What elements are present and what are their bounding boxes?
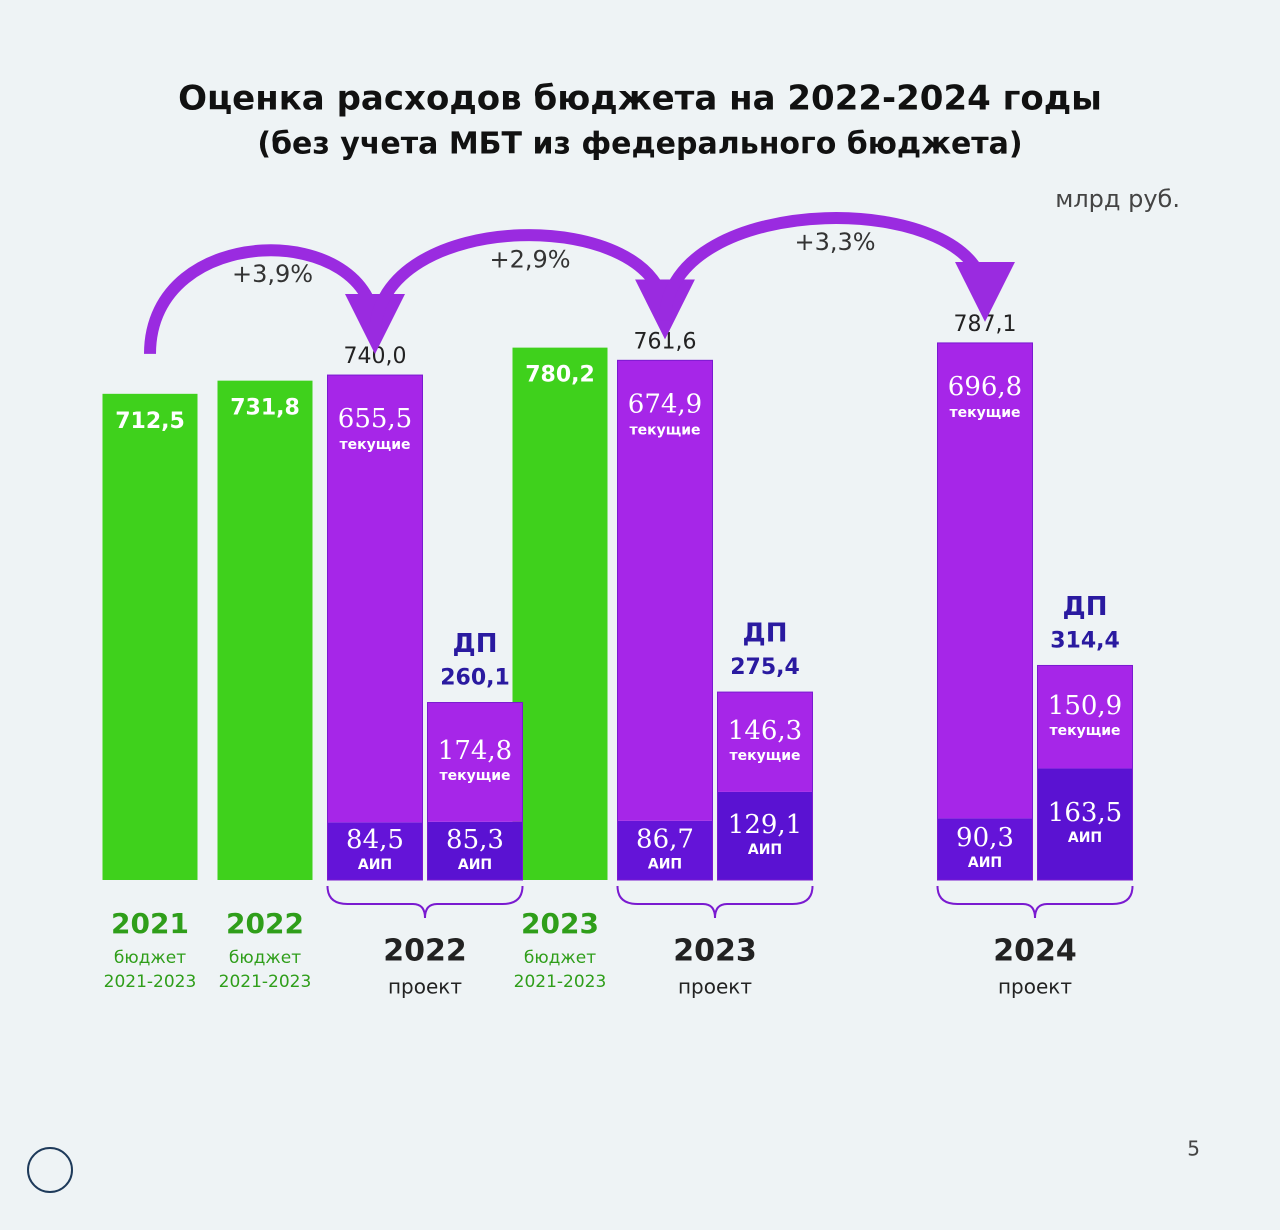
year-label: 2024 — [993, 934, 1077, 969]
stack-outline — [327, 374, 423, 881]
chart-title: Оценка расходов бюджета на 2022-2024 год… — [178, 79, 1102, 119]
year-label: 2023 — [521, 907, 599, 940]
bar-segment — [717, 791, 813, 880]
bracket — [936, 885, 1134, 919]
stack-outline — [1037, 664, 1133, 881]
period-label: 2021-2023 — [219, 972, 312, 992]
budget-label: бюджет — [229, 948, 301, 968]
project-label: проект — [998, 975, 1072, 999]
total-label: 275,4 — [730, 655, 800, 680]
bar-segment — [427, 821, 523, 880]
budget-bar — [102, 393, 198, 880]
bar-segment — [617, 360, 713, 821]
segment-name: АИП — [648, 856, 682, 872]
period-label: 2021-2023 — [514, 972, 607, 992]
dp-name: ДП — [1063, 592, 1108, 622]
growth-arrow — [369, 229, 695, 340]
total-label: 761,6 — [634, 329, 697, 354]
segment-value-label: 84,5 — [346, 825, 404, 855]
stack-outline — [937, 342, 1033, 881]
segment-value-label: 174,8 — [438, 736, 512, 766]
year-label: 2021 — [111, 907, 189, 940]
bar-segment — [617, 820, 713, 880]
bar-segment — [717, 692, 813, 792]
stack-outline — [427, 702, 523, 881]
project-label: проект — [388, 975, 462, 999]
segment-value-label: 85,3 — [446, 825, 504, 855]
growth-label: +3,9% — [232, 260, 313, 288]
value-label: 780,2 — [525, 363, 595, 388]
bar-segment — [427, 702, 523, 822]
total-label: 260,1 — [440, 666, 510, 691]
period-label: 2021-2023 — [104, 972, 197, 992]
segment-value-label: 146,3 — [728, 716, 802, 746]
segment-value-label: 90,3 — [956, 823, 1014, 853]
segment-value-label: 129,1 — [728, 810, 802, 840]
budget-label: бюджет — [524, 948, 596, 968]
segment-name: АИП — [358, 857, 392, 873]
growth-arrow — [144, 244, 405, 355]
segment-name: АИП — [968, 855, 1002, 871]
growth-label: +2,9% — [489, 245, 570, 273]
segment-name: АИП — [458, 857, 492, 873]
segment-value-label: 655,5 — [338, 404, 412, 434]
value-label: 712,5 — [115, 409, 185, 434]
segment-name: текущие — [439, 768, 510, 784]
dp-name: ДП — [743, 619, 788, 649]
segment-name: АИП — [748, 842, 782, 858]
value-label: 731,8 — [230, 396, 300, 421]
dp-name: ДП — [453, 629, 498, 659]
chart-subtitle: (без учета МБТ из федерального бюджета) — [257, 127, 1022, 162]
bar-segment — [1037, 665, 1133, 769]
segment-name: текущие — [1049, 723, 1120, 739]
budget-label: бюджет — [114, 948, 186, 968]
segment-value-label: 86,7 — [636, 824, 694, 854]
total-label: 740,0 — [344, 344, 407, 369]
segment-name: текущие — [339, 437, 410, 453]
bar-segment — [1037, 768, 1133, 880]
growth-label: +3,3% — [794, 228, 875, 256]
bar-segment — [937, 818, 1033, 880]
year-label: 2023 — [673, 934, 757, 969]
segment-name: текущие — [629, 422, 700, 438]
year-label: 2022 — [226, 907, 304, 940]
total-label: 787,1 — [954, 312, 1017, 337]
growth-arrow — [659, 212, 1015, 322]
budget-bar — [512, 347, 608, 880]
bar-segment — [937, 342, 1033, 819]
bar-segment — [327, 375, 423, 823]
segment-value-label: 696,8 — [948, 372, 1022, 402]
budget-bar — [217, 380, 313, 880]
segment-value-label: 150,9 — [1048, 691, 1122, 721]
bracket — [326, 885, 524, 919]
page-number: 5 — [1187, 1137, 1200, 1161]
bracket — [616, 885, 814, 919]
unit-label: млрд руб. — [1055, 185, 1180, 213]
project-label: проект — [678, 975, 752, 999]
bar-segment — [327, 822, 423, 880]
stack-outline — [617, 359, 713, 881]
total-label: 314,4 — [1050, 628, 1120, 653]
segment-value-label: 674,9 — [628, 389, 702, 419]
year-label: 2022 — [383, 934, 467, 969]
stack-outline — [717, 691, 813, 881]
logo — [27, 1147, 73, 1193]
segment-name: текущие — [949, 405, 1020, 421]
segment-value-label: 163,5 — [1048, 798, 1122, 828]
segment-name: текущие — [729, 748, 800, 764]
segment-name: АИП — [1068, 830, 1102, 846]
